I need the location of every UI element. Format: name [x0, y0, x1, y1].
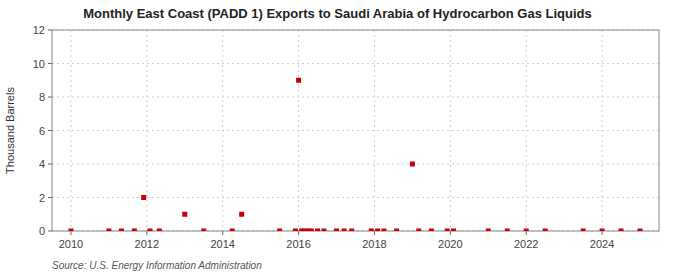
x-tick-label: 2022 [514, 238, 538, 250]
y-tick-label: 8 [39, 91, 45, 103]
x-tick-label: 2016 [286, 238, 310, 250]
point [381, 229, 386, 232]
point [293, 229, 298, 232]
x-tick [70, 231, 71, 235]
point [315, 229, 320, 232]
x-tick [374, 231, 375, 235]
y-axis-label: Thousand Barrels [4, 87, 16, 174]
plot-frame [52, 30, 659, 231]
x-grid-line [526, 30, 527, 231]
y-tick [48, 63, 52, 64]
source-note: Source: U.S. Energy Information Administ… [52, 260, 262, 271]
point [524, 229, 529, 232]
point [132, 229, 137, 232]
point [201, 229, 206, 232]
point [416, 229, 421, 232]
point [277, 229, 282, 232]
point [230, 229, 235, 232]
x-tick [222, 231, 223, 235]
y-tick [48, 164, 52, 165]
x-tick-label: 2014 [210, 238, 234, 250]
point [369, 229, 374, 232]
x-grid-line [70, 30, 71, 231]
point [619, 229, 624, 232]
point [147, 229, 152, 232]
x-tick [602, 231, 603, 235]
points [68, 78, 642, 231]
point [68, 229, 73, 232]
title: Monthly East Coast (PADD 1) Exports to S… [83, 6, 592, 21]
x-tick [298, 231, 299, 235]
point [157, 229, 162, 232]
y-grid-line [52, 63, 659, 64]
background [0, 0, 675, 275]
y-tick [48, 30, 52, 31]
point [239, 212, 244, 217]
chart: 0 2 4 6 8 10 12 2010 2012 2014 2016 2018 2020 2022 202… [0, 0, 675, 275]
point [638, 229, 643, 232]
x-tick [526, 231, 527, 235]
point [296, 78, 301, 83]
point [334, 229, 339, 232]
point [445, 229, 450, 232]
y-tick-label: 4 [39, 158, 45, 170]
x-tick-label: 2018 [362, 238, 386, 250]
point [410, 162, 415, 167]
y-tick-label: 2 [39, 192, 45, 204]
y-grid-line [52, 164, 659, 165]
x-grid-line [374, 30, 375, 231]
x-grid-line [298, 30, 299, 231]
y-tick [48, 97, 52, 98]
y-tick-label: 0 [39, 225, 45, 237]
point [581, 229, 586, 232]
point [106, 229, 111, 232]
point [342, 229, 347, 232]
point [309, 229, 314, 232]
x-tick [146, 231, 147, 235]
point [429, 229, 434, 232]
y-tick [48, 231, 52, 232]
x-tick [450, 231, 451, 235]
y-tick-label: 12 [33, 24, 45, 36]
point [141, 195, 146, 200]
point [486, 229, 491, 232]
x-grid-line [450, 30, 451, 231]
point [600, 229, 605, 232]
point [394, 229, 399, 232]
grid [52, 30, 659, 231]
x-grid-line [222, 30, 223, 231]
x-tick-label: 2024 [590, 238, 614, 250]
point [451, 229, 456, 232]
y-grid-line [52, 97, 659, 98]
point [349, 229, 354, 232]
y-tick-label: 6 [39, 125, 45, 137]
point [543, 229, 548, 232]
point [375, 229, 380, 232]
y-grid-line [52, 130, 659, 131]
x-grid-line [602, 30, 603, 231]
y-tick [48, 197, 52, 198]
x-tick-label: 2012 [135, 238, 159, 250]
point [182, 212, 187, 217]
x-grid-line [146, 30, 147, 231]
x-tick-label: 2020 [438, 238, 462, 250]
axes: 0 2 4 6 8 10 12 2010 2012 2014 2016 2018 2020 2022 202… [33, 24, 659, 250]
y-tick [48, 130, 52, 131]
x-tick-label: 2010 [59, 238, 83, 250]
point [505, 229, 510, 232]
point [119, 229, 124, 232]
point [321, 229, 326, 232]
y-tick-label: 10 [33, 58, 45, 70]
